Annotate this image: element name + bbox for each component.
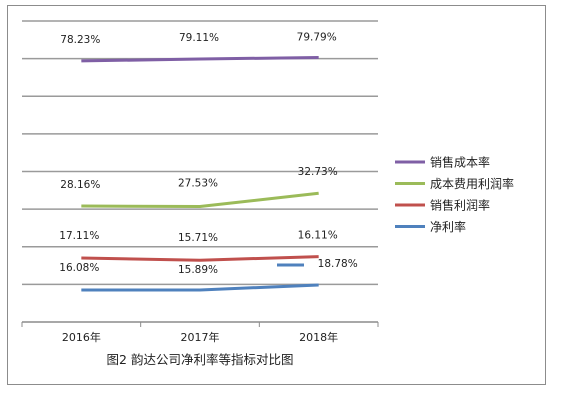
- data-label: 78.23%: [60, 34, 100, 46]
- data-label: 32.73%: [298, 166, 338, 178]
- gridlines: [22, 20, 378, 323]
- x-tick-label: 2018年: [299, 330, 338, 344]
- x-tick-label: 2016年: [62, 330, 101, 344]
- data-label: 17.11%: [59, 230, 99, 242]
- data-label: 15.89%: [178, 264, 218, 276]
- legend-label: 成本费用利润率: [430, 176, 514, 191]
- data-label: 79.79%: [297, 32, 337, 44]
- series-lines: [81, 56, 319, 292]
- data-label: 16.08%: [59, 262, 99, 274]
- x-axis: 2016年 2017年 2018年: [21, 322, 379, 344]
- legend-label: 销售利润率: [430, 198, 490, 213]
- data-label: 79.11%: [179, 32, 219, 44]
- data-labels: 78.23% 79.11% 79.79% 28.16% 27.53% 32.73% 17.1…: [59, 32, 357, 276]
- data-label: 16.11%: [298, 230, 338, 242]
- legend-label: 净利率: [430, 219, 466, 234]
- legend-label: 销售成本率: [430, 155, 490, 170]
- data-label: 18.78%: [318, 258, 358, 270]
- series-line: [81, 191, 319, 209]
- data-label: 15.71%: [178, 232, 218, 244]
- x-tick-label: 2017年: [181, 330, 220, 344]
- series-line: [81, 283, 319, 292]
- series-line: [81, 56, 319, 63]
- data-label: 27.53%: [178, 178, 218, 190]
- series-line: [81, 255, 319, 262]
- data-label: 28.16%: [60, 179, 100, 191]
- chart-caption: 图2 韵达公司净利率等指标对比图: [107, 352, 294, 367]
